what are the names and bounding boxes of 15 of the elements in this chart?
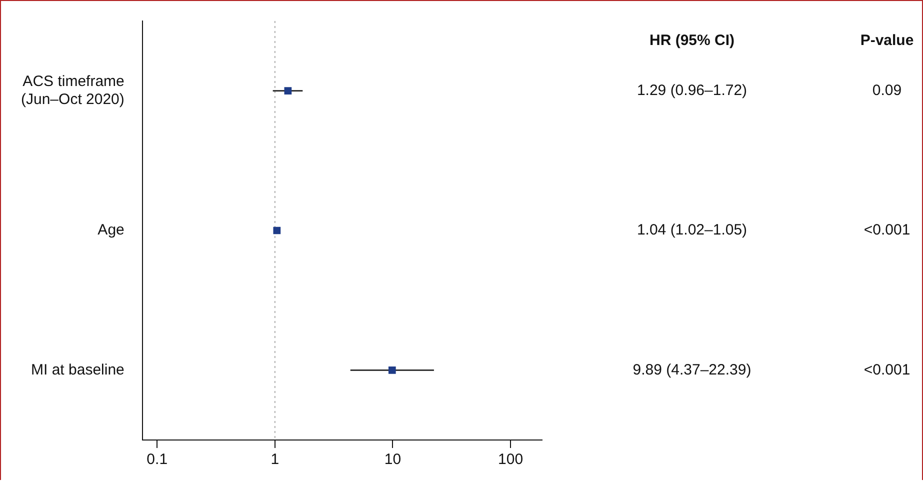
y-tick-label: MI at baseline: [31, 361, 124, 378]
x-tick-label: 100: [498, 451, 524, 468]
data-label: 9.89 (4.37–22.39): [632, 361, 752, 378]
text: P-value: [860, 32, 914, 50]
text: <0.001: [864, 361, 910, 378]
text: HR (95% CI): [649, 32, 735, 50]
text: <0.001: [864, 222, 910, 239]
data-label: 1.04 (1.02–1.05): [636, 222, 748, 239]
x-tick-label: 0.1: [146, 451, 168, 468]
data-label: 1.29 (0.96–1.72): [636, 82, 748, 99]
text: 0.09: [872, 82, 902, 99]
y-tick-label: Age: [98, 222, 124, 239]
x-tick-label: 10: [384, 451, 402, 468]
y-tick-label: ACS timeframe (Jun–Oct 2020): [21, 72, 124, 108]
x-tick-label: 1: [270, 451, 280, 468]
